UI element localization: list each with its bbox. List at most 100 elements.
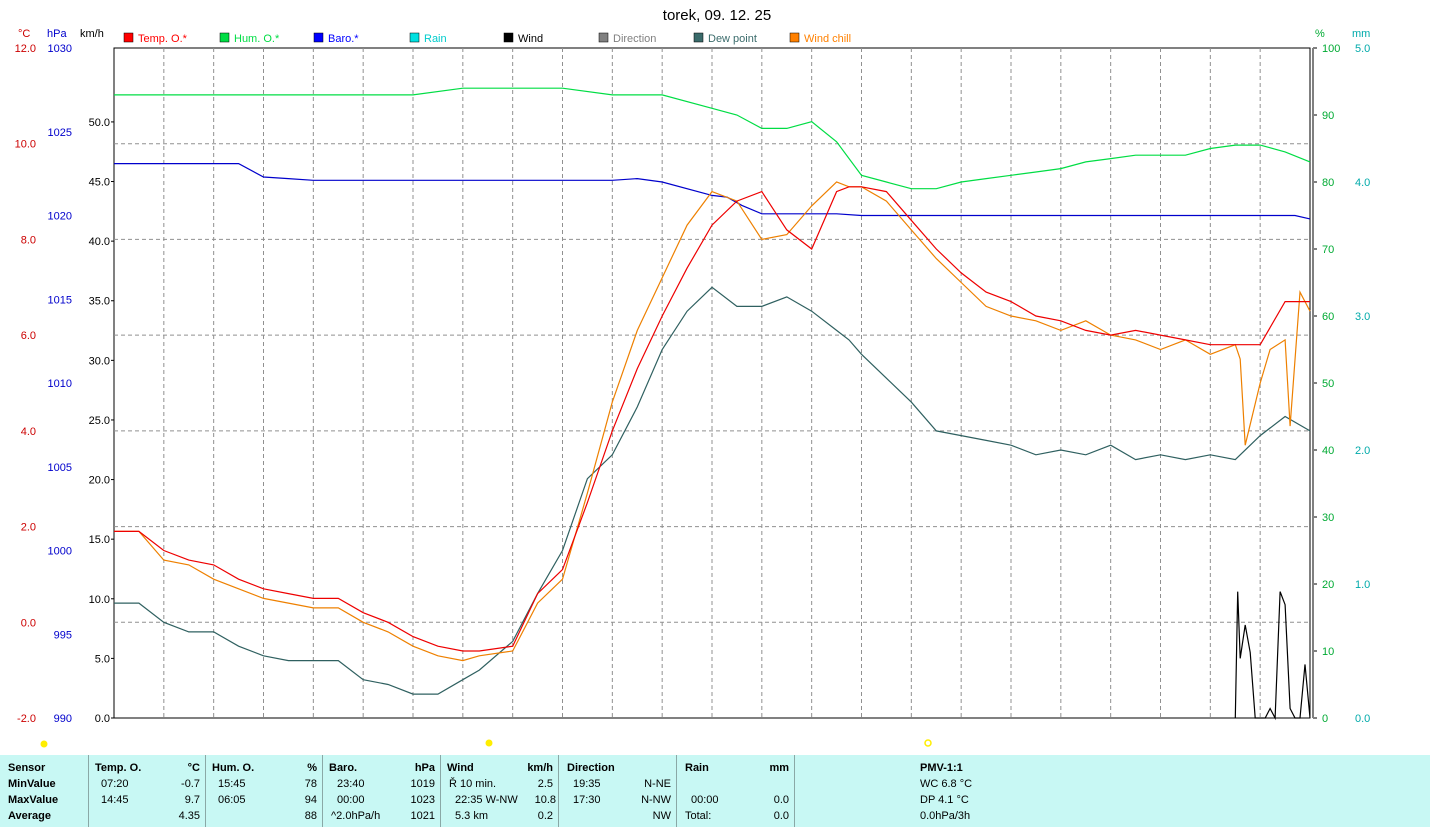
- legend-swatch: [409, 32, 420, 43]
- hum-tick-label: 40: [1322, 445, 1334, 457]
- rain-total-label: Total:: [685, 810, 712, 822]
- legend-swatch: [789, 32, 800, 43]
- wind-tick-label: 30.0: [89, 355, 110, 367]
- row-label-min: MinValue: [8, 778, 56, 790]
- baro-unit-label: hPa: [414, 762, 435, 774]
- baro-unit: hPa: [47, 28, 67, 40]
- legend-swatch: [123, 32, 134, 43]
- grid: [114, 48, 1310, 718]
- sun-noon-icon: [485, 739, 493, 747]
- series-layer: [114, 87, 1311, 721]
- rain-tick-label: 0.0: [1355, 713, 1370, 725]
- hum-tick-label: 100: [1322, 43, 1340, 55]
- dir-max-time: 17:30: [573, 794, 601, 806]
- wind-distance: 5.3 km: [455, 810, 489, 822]
- temp-tick-label: 4.0: [21, 426, 36, 438]
- legend-label: Dew point: [708, 33, 757, 45]
- pmv-header: PMV-1:1: [920, 762, 963, 774]
- baro-header: Baro.: [329, 762, 358, 774]
- wind-tick-label: 20.0: [89, 475, 110, 487]
- rain-tick-label: 1.0: [1355, 579, 1370, 591]
- rain-header: Rain: [685, 762, 709, 774]
- pmv-dewpoint: DP 4.1 °C: [920, 794, 969, 806]
- temp-tick-label: 10.0: [15, 139, 36, 151]
- legend-swatch: [598, 32, 609, 43]
- temp-min: -0.7: [181, 778, 200, 790]
- row-label-avg: Average: [8, 810, 52, 822]
- rain-tick-label: 3.0: [1355, 311, 1370, 323]
- wind-min: 2.5: [537, 778, 553, 790]
- legend-label: Baro.*: [328, 33, 359, 45]
- wind-tick-label: 45.0: [89, 177, 110, 189]
- legend-swatch: [693, 32, 704, 43]
- temp-tick-label: 0.0: [21, 617, 36, 629]
- temp-unit-label: °C: [187, 762, 200, 774]
- baro-tick-label: 1005: [48, 462, 72, 474]
- legend-label: Wind chill: [804, 33, 851, 45]
- wind-unit-label: km/h: [527, 762, 553, 774]
- hum-avg: 88: [304, 810, 317, 822]
- wind-min-label: Ř 10 min.: [449, 778, 497, 790]
- baro-tick-label: 1030: [48, 43, 72, 55]
- hum-unit-label: %: [307, 762, 317, 774]
- legend-label: Temp. O.*: [138, 33, 188, 45]
- sunset-icon: [924, 739, 932, 747]
- wind-tick-label: 0.0: [95, 713, 110, 725]
- legend-label: Hum. O.*: [234, 33, 280, 45]
- baro-tick-label: 990: [54, 713, 72, 725]
- baro-max-time: 00:00: [337, 794, 365, 806]
- hum-header: Hum. O.: [212, 762, 255, 774]
- baro-avg: 1021: [410, 810, 435, 822]
- hum-tick-label: 30: [1322, 512, 1334, 524]
- series-temp-o: [114, 186, 1310, 652]
- dir-min-time: 19:35: [573, 778, 601, 790]
- stats-temp: Temp. O. °C 07:20 -0.7 14:45 9.7 4.35: [88, 755, 206, 827]
- series-hum-o: [114, 87, 1311, 190]
- row-label-max: MaxValue: [8, 794, 59, 806]
- legend: Temp. O.* Hum. O.* Baro.* Rain Wind Direction…: [123, 32, 851, 45]
- hum-tick-label: 50: [1322, 378, 1334, 390]
- hum-tick-label: 60: [1322, 311, 1334, 323]
- wind-tick-label: 25.0: [89, 415, 110, 427]
- stats-panel: Sensor MinValue MaxValue Average Temp. O…: [0, 755, 1430, 827]
- wind-avg: 0.2: [537, 810, 553, 822]
- temp-header: Temp. O.: [95, 762, 142, 774]
- hum-tick-label: 10: [1322, 646, 1334, 658]
- temp-tick-label: -2.0: [17, 713, 36, 725]
- wind-tick-label: 40.0: [89, 236, 110, 248]
- series-dew-point: [114, 286, 1311, 695]
- temp-tick-label: 2.0: [21, 522, 36, 534]
- legend-label: Rain: [424, 33, 447, 45]
- temp-tick-label: 6.0: [21, 330, 36, 342]
- hum-tick-label: 90: [1322, 110, 1334, 122]
- wind-tick-label: 15.0: [89, 534, 110, 546]
- wind-max: 10.8: [534, 794, 556, 806]
- temp-tick-label: 8.0: [21, 234, 36, 246]
- wind-tick-label: 5.0: [95, 653, 110, 665]
- legend-swatch: [219, 32, 230, 43]
- rain-unit: mm: [1352, 28, 1370, 40]
- wind-tick-label: 35.0: [89, 296, 110, 308]
- baro-tick-label: 995: [54, 629, 72, 641]
- stats-hum: Hum. O. % 15:45 78 06:05 94 88: [205, 755, 323, 827]
- pmv-pressure-trend: 0.0hPa/3h: [920, 810, 971, 822]
- hum-max-time: 06:05: [218, 794, 246, 806]
- baro-tick-label: 1010: [48, 378, 72, 390]
- temp-min-time: 07:20: [101, 778, 129, 790]
- chart-title: torek, 09. 12. 25: [663, 7, 771, 24]
- stats-baro: Baro. hPa 23:40 1019 00:00 1023 ^2.0hPa/…: [322, 755, 441, 827]
- temp-max: 9.7: [184, 794, 200, 806]
- dir-avg: NW: [652, 810, 671, 822]
- legend-swatch: [503, 32, 514, 43]
- baro-max: 1023: [410, 794, 435, 806]
- temp-avg: 4.35: [178, 810, 200, 822]
- hum-tick-label: 20: [1322, 579, 1334, 591]
- hum-tick-label: 80: [1322, 177, 1334, 189]
- sunrise-icon: [40, 740, 48, 748]
- hum-unit: %: [1315, 28, 1325, 40]
- legend-label: Wind: [518, 33, 543, 45]
- wind-max-label: 22:35 W-NW: [455, 794, 518, 806]
- baro-tick-label: 1025: [48, 127, 72, 139]
- stats-wind: Wind km/h Ř 10 min. 2.5 22:35 W-NW 10.8 …: [440, 755, 559, 827]
- rain-max-time: 00:00: [691, 794, 719, 806]
